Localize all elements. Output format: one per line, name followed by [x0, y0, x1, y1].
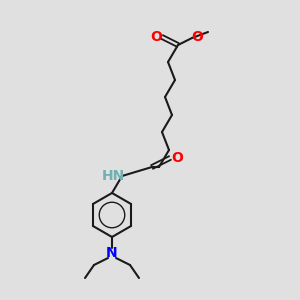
Text: O: O [191, 30, 203, 44]
Text: O: O [150, 30, 162, 44]
Text: HN: HN [101, 169, 124, 183]
Text: N: N [106, 246, 118, 260]
Text: O: O [171, 151, 183, 165]
